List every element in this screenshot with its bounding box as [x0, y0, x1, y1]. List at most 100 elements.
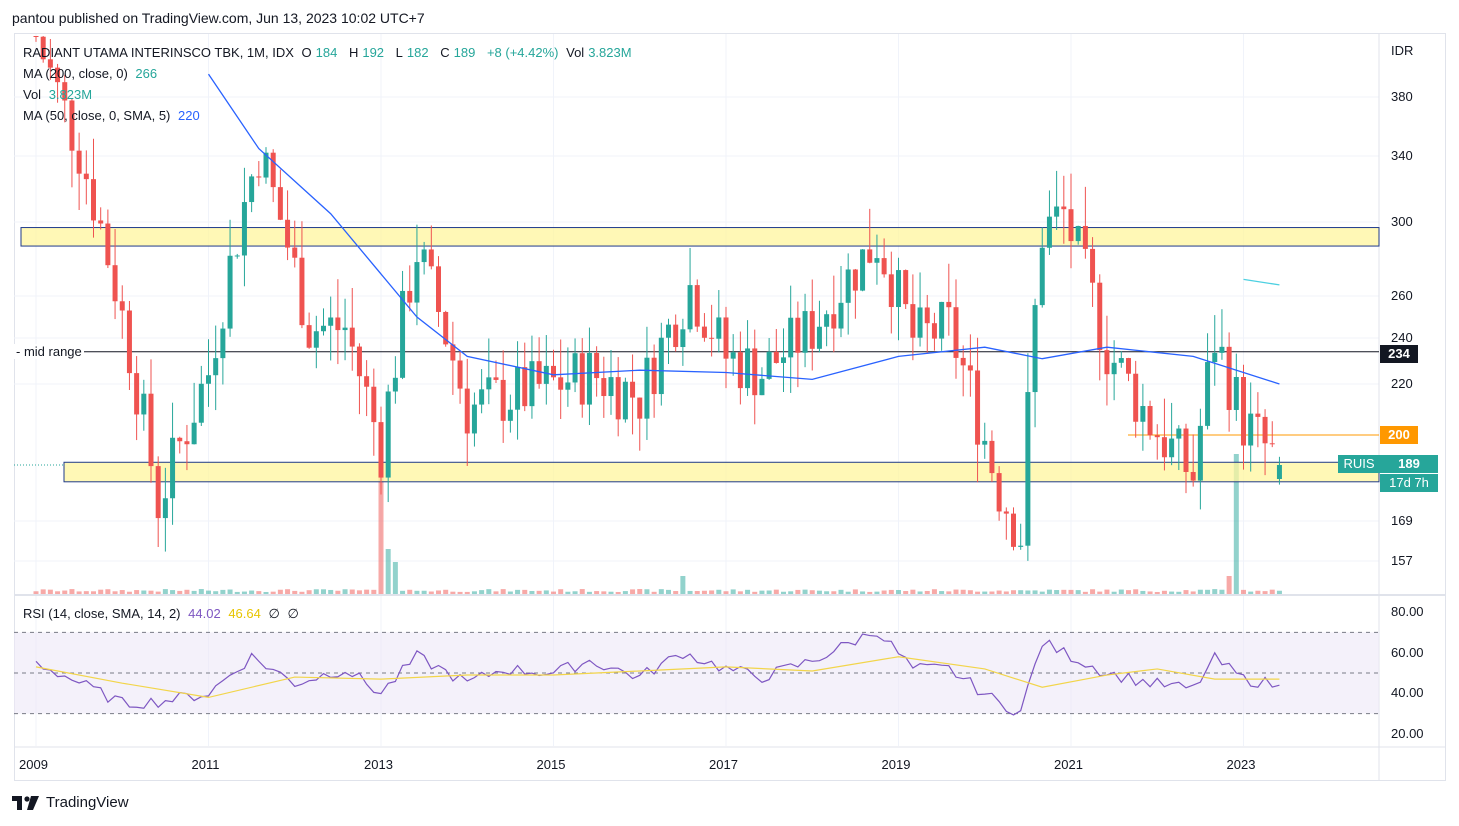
volume-bar — [493, 591, 499, 594]
candle-body — [364, 376, 370, 387]
volume-bar — [953, 589, 959, 594]
volume-bar — [349, 589, 355, 594]
volume-bar — [845, 591, 851, 594]
volume-bar — [716, 589, 722, 594]
candle-body — [1082, 225, 1088, 249]
volume-bar — [594, 591, 600, 594]
volume-bar — [170, 590, 176, 594]
legend-o-value: 184 — [315, 45, 338, 60]
volume-bar — [464, 591, 470, 594]
candle-body — [1032, 305, 1038, 393]
volume-bar — [1183, 590, 1189, 594]
candle-body — [673, 324, 679, 348]
legend-ma50[interactable]: MA (50, close, 0, SMA, 5) 220 — [23, 108, 204, 123]
volume-bar — [831, 591, 837, 594]
volume-bar — [975, 591, 981, 594]
volume-bar — [924, 590, 930, 594]
tradingview-logo[interactable]: TradingView — [12, 794, 129, 811]
volume-bar — [910, 589, 916, 594]
volume-bar — [802, 589, 808, 594]
volume-bar — [996, 590, 1002, 594]
volume-bar — [1133, 589, 1139, 594]
volume-bar — [788, 591, 794, 594]
candle-body — [752, 348, 758, 396]
volume-bar — [572, 591, 578, 594]
volume-bar — [881, 590, 887, 594]
volume-bar — [263, 591, 269, 594]
volume-bar — [723, 591, 729, 594]
candle-body — [1183, 428, 1189, 472]
volume-bar — [773, 589, 779, 594]
volume-bar — [874, 591, 880, 594]
rsi-legend[interactable]: RSI (14, close, SMA, 14, 2) 44.02 46.64 … — [23, 606, 303, 622]
volume-bar — [1248, 591, 1254, 594]
candle-body — [206, 375, 211, 384]
legend-ma200-label: MA (200, close, 0) — [23, 66, 128, 81]
volume-bar — [112, 591, 118, 594]
volume-bar — [356, 590, 362, 594]
candle-body — [795, 317, 801, 353]
volume-bar — [241, 591, 247, 594]
volume-bar — [256, 591, 262, 594]
candle-body — [802, 311, 808, 353]
volume-bar — [321, 589, 326, 594]
candle-body — [170, 437, 176, 499]
rsi-axis-tick: 60.00 — [1391, 644, 1424, 660]
candle-body — [220, 328, 226, 359]
volume-bar — [1233, 454, 1239, 594]
volume-bar — [220, 589, 226, 594]
legend-volume[interactable]: Vol 3.823M — [23, 87, 96, 102]
rsi-legend-extra1: ∅ — [268, 606, 280, 621]
volume-bar — [292, 590, 298, 594]
candle-body — [328, 317, 334, 326]
volume-bar — [1161, 590, 1167, 594]
candle-body — [1212, 352, 1218, 363]
price-axis-tick: 380 — [1391, 89, 1413, 104]
volume-bar — [285, 589, 291, 594]
candle-body — [285, 219, 291, 248]
candle-body — [551, 365, 556, 378]
candle-body — [529, 361, 535, 407]
volume-bar — [486, 589, 492, 594]
candle-body — [845, 269, 851, 303]
candle-body — [436, 266, 441, 312]
legend-h-label: H — [348, 45, 359, 60]
volume-bar — [1212, 589, 1218, 594]
level-200-tag: 200 — [1380, 426, 1418, 444]
candle-body — [112, 265, 118, 302]
candle-body — [867, 249, 873, 263]
candle-body — [1147, 406, 1153, 436]
volume-bar — [967, 590, 973, 594]
candle-body — [694, 285, 700, 327]
volume-bar — [1054, 590, 1060, 594]
legend-ma200[interactable]: MA (200, close, 0) 266 — [23, 66, 161, 81]
candle-body — [1161, 437, 1167, 458]
candle-body — [263, 152, 269, 178]
mid-range-label: - mid range — [14, 344, 84, 359]
candle-body — [1205, 362, 1211, 426]
volume-bar — [1111, 591, 1117, 594]
volume-bar — [1003, 591, 1009, 594]
candle-body — [910, 304, 916, 338]
legend-c-value: 189 — [453, 45, 476, 60]
volume-bar — [673, 591, 679, 594]
volume-bar — [860, 591, 866, 594]
volume-bar — [888, 589, 894, 594]
volume-bar — [960, 589, 966, 594]
volume-bar — [522, 589, 528, 594]
rsi-axis-tick: 20.00 — [1391, 726, 1424, 741]
candle-body — [1226, 346, 1232, 410]
legend-o-label: O — [301, 45, 312, 60]
candle-body — [148, 393, 154, 467]
candle-body — [1090, 248, 1096, 283]
candle-body — [809, 311, 815, 349]
price-axis-tick: 169 — [1391, 513, 1413, 528]
candle-body — [1075, 225, 1081, 242]
candle-body — [47, 59, 53, 68]
volume-bar — [694, 591, 700, 594]
volume-bar — [1140, 590, 1146, 594]
volume-bar — [91, 591, 96, 594]
currency-label: IDR — [1391, 43, 1414, 58]
candle-body — [421, 249, 427, 263]
